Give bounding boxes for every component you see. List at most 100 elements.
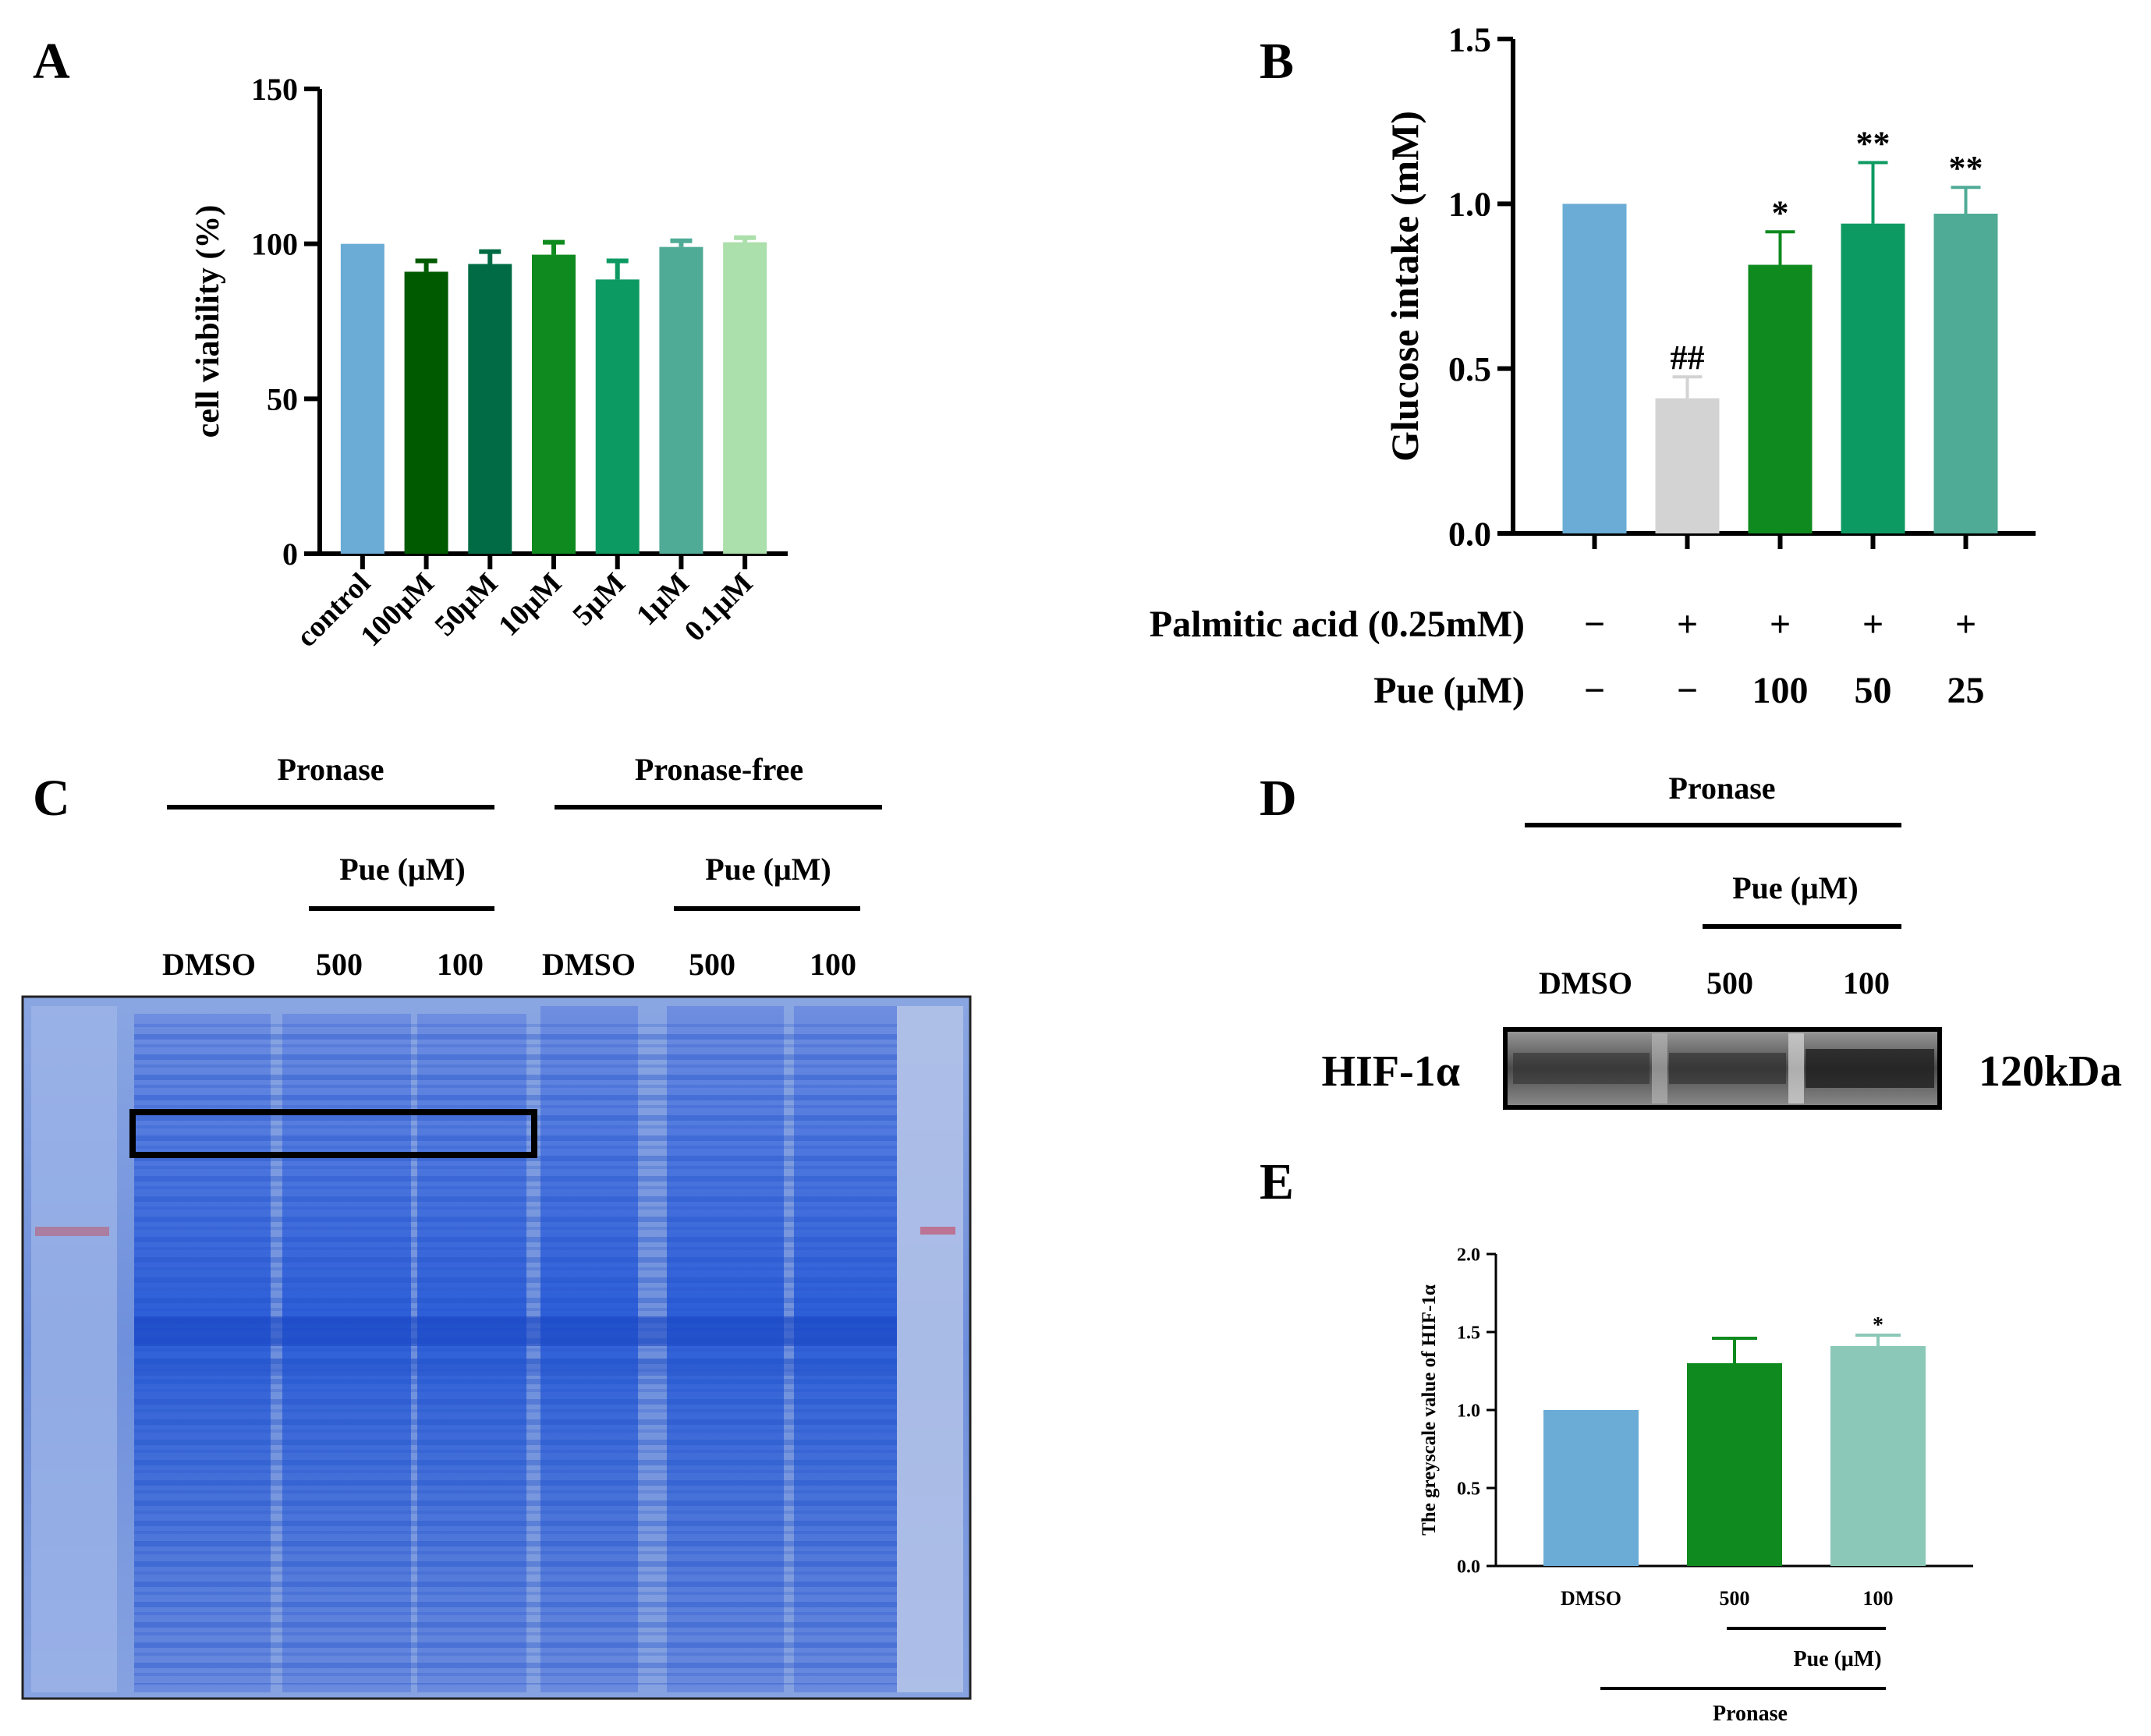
chart-a-y-tick-label: 50 [267, 381, 298, 416]
chart-a-category-label: 10μM [492, 567, 568, 643]
chart-a-bar [595, 279, 640, 554]
chart-e-y-tick-label: 1.5 [1457, 1323, 1480, 1343]
chart-a-bar [659, 246, 703, 554]
chart-e: 0.0 0.5 1.0 1.5 2.0 DMSO 500 * 100 The greyscale … [1419, 1245, 1973, 1726]
chart-b-bar [1841, 223, 1905, 533]
chart-e-group-label: Pronase [1713, 1702, 1788, 1726]
chart-b-bar [1748, 264, 1813, 533]
chart-e-significance-label: * [1873, 1313, 1883, 1337]
gel-c-marker-lane-right [897, 1006, 963, 1692]
gel-c-lane-6: 100 [810, 947, 856, 982]
chart-b-y-tick-label: 0.5 [1448, 350, 1491, 388]
chart-a-y-tick-label: 0 [282, 537, 298, 572]
blot-d-band-2 [1669, 1053, 1786, 1084]
gel-c-lane-4: DMSO [542, 947, 636, 982]
chart-b-y-tick-label: 1.0 [1448, 186, 1491, 224]
chart-e-category-label: DMSO [1561, 1587, 1621, 1610]
gel-c-marker-lane-left [31, 1006, 117, 1692]
chart-b-row-value: + [1677, 604, 1698, 645]
chart-b-row-value: 50 [1855, 670, 1892, 711]
chart-e-category-label: 500 [1720, 1587, 1750, 1610]
chart-e-y-tick-label: 1.0 [1457, 1401, 1480, 1421]
blot-d-protein-label: HIF-1α [1322, 1047, 1460, 1096]
chart-a-category-label: control [290, 567, 377, 654]
chart-b-significance-label: ** [1949, 149, 1983, 187]
chart-b-bar [1562, 204, 1627, 533]
blot-d-gap-2 [1788, 1033, 1804, 1104]
blot-d-frame [1503, 1027, 1942, 1110]
chart-b-significance-label: ** [1856, 125, 1891, 163]
chart-a: 050100150control100μM50μM10μM5μM1μM0.1μM… [190, 72, 788, 654]
chart-b-y-tick-label: 1.5 [1448, 20, 1491, 58]
gel-c-lower-band [134, 1359, 897, 1376]
chart-e-bar [1687, 1363, 1782, 1566]
chart-a-y-axis-label: cell viability (%) [190, 205, 226, 438]
chart-a-bar [340, 243, 384, 554]
blot-d-group-label: Pronase [1668, 771, 1775, 806]
blot-d-band-3 [1805, 1049, 1934, 1088]
blot-d-lane-1: DMSO [1539, 965, 1632, 1001]
blot-d-lane-2: 500 [1706, 965, 1753, 1001]
gel-c-header: Pronase Pronase-free Pue (μM) Pue (μM) D… [162, 752, 882, 982]
chart-b-y-tick-label: 0.0 [1448, 515, 1491, 553]
chart-b: 0.00.51.01.5##*****Glucose intake (mM)Pa… [1150, 20, 2036, 711]
gel-c-main-band [134, 1316, 897, 1346]
gel-c-lane-5: 500 [689, 947, 735, 982]
panel-label-d: D [1260, 770, 1297, 827]
panel-label-b: B [1260, 33, 1294, 90]
panel-label-e: E [1260, 1153, 1294, 1210]
gel-c-group2-label: Pronase-free [635, 752, 803, 787]
blot-d-size-label: 120kDa [1979, 1047, 2122, 1096]
chart-b-row-value: − [1584, 604, 1605, 645]
chart-b-significance-label: * [1772, 193, 1789, 232]
chart-e-y-tick-label: 2.0 [1457, 1245, 1480, 1265]
gel-c-sub-label-1: Pue (μM) [339, 852, 466, 887]
chart-a-y-tick-label: 150 [251, 72, 298, 107]
blot-d: Pronase Pue (μM) DMSO 500 100 HIF-1α 120… [1322, 771, 2122, 1110]
chart-e-y-tick-label: 0.5 [1457, 1479, 1480, 1499]
blot-d-sub-label: Pue (μM) [1732, 870, 1859, 905]
panel-label-a: A [33, 33, 70, 90]
blot-d-lane-3: 100 [1843, 965, 1890, 1001]
gel-c-image [21, 995, 972, 1700]
chart-b-bar [1933, 214, 1998, 533]
gel-c-lane-2: 500 [316, 947, 363, 982]
gel-c-lane-1: DMSO [162, 947, 256, 982]
chart-a-bar [468, 264, 512, 554]
gel-c-group1-label: Pronase [277, 752, 384, 787]
chart-e-category-label: 100 [1863, 1587, 1894, 1610]
chart-e-y-tick-label: 0.0 [1457, 1557, 1480, 1577]
blot-d-gap-1 [1652, 1033, 1667, 1104]
chart-b-bar [1655, 398, 1720, 533]
chart-a-category-label: 5μM [566, 567, 632, 632]
chart-a-y-tick-label: 100 [251, 227, 298, 262]
chart-b-row-value: + [1862, 604, 1883, 645]
gel-c-frame [21, 995, 972, 1700]
chart-a-bar [532, 254, 576, 554]
chart-b-significance-label: ## [1671, 338, 1705, 377]
chart-b-row-label: Palmitic acid (0.25mM) [1150, 604, 1525, 645]
chart-e-sub-label: Pue (μM) [1793, 1647, 1881, 1671]
chart-b-y-axis-label: Glucose intake (mM) [1383, 111, 1426, 462]
chart-a-category-label: 50μM [428, 567, 504, 643]
gel-c-marker-band-red-right [920, 1227, 955, 1235]
chart-a-category-label: 100μM [354, 567, 441, 654]
gel-c-marker-band-red-left [35, 1227, 109, 1236]
chart-b-row-value: + [1770, 604, 1791, 645]
chart-b-row-value: + [1955, 604, 1976, 645]
blot-d-band-1 [1513, 1053, 1650, 1084]
chart-b-row-value: − [1677, 670, 1698, 711]
gel-c-lane-3: 100 [437, 947, 484, 982]
chart-e-bar [1830, 1346, 1926, 1566]
chart-b-row-value: 25 [1947, 670, 1985, 711]
chart-b-row-value: 100 [1752, 670, 1809, 711]
chart-a-bar [404, 271, 448, 554]
panel-label-c: C [33, 770, 70, 827]
chart-b-row-value: − [1584, 670, 1605, 711]
gel-c-sub-label-2: Pue (μM) [705, 852, 831, 887]
gel-c-highlight-box [129, 1109, 537, 1158]
chart-a-category-label: 0.1μM [679, 567, 760, 648]
chart-b-row-label: Pue (μM) [1373, 670, 1525, 711]
chart-e-y-axis-label: The greyscale value of HIF-1α [1419, 1284, 1440, 1536]
